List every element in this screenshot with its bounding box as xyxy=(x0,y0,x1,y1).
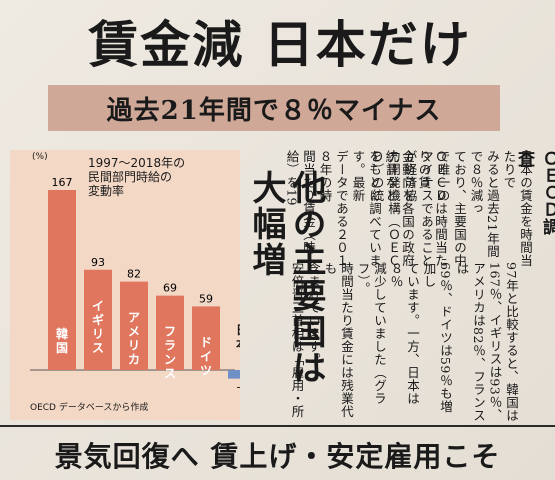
chart-value-label: 167 xyxy=(52,176,73,189)
chart-value-label: -8 xyxy=(237,381,240,394)
article-line: をもとに調べています。最新 xyxy=(350,150,383,267)
subheadline: 過去21年間で８％マイナス xyxy=(48,85,500,131)
chart-category-label: 日本 xyxy=(236,323,240,351)
box-title: ＯＥＣＤ調査 xyxy=(514,150,555,235)
chart-bar xyxy=(48,190,76,370)
chart-category-label: ドイツ xyxy=(200,335,212,377)
chart-source: OECD データベースから作成 xyxy=(30,403,149,413)
article-line: 含まれています。 xyxy=(306,262,321,366)
article-line: ています。一方、日本は８％ xyxy=(388,262,421,405)
article-line: 金動向を各国の政府統計など xyxy=(383,150,416,267)
headline: 賃金減 日本だけ xyxy=(88,15,472,74)
chart-category-label: イギリス xyxy=(92,299,104,355)
article-line: 間当たり賃金（時給）を19 xyxy=(284,150,317,254)
chart-value-label: 69 xyxy=(163,282,177,295)
article-body-right: 日本の賃金を時間当たりで みると過去21年間で８％減っ ており、主要国の中で唯一のマ… xyxy=(368,150,534,270)
side-headline: 他の主要国は大幅増 xyxy=(246,170,326,420)
chart-bar xyxy=(84,269,112,370)
article-line: マイナスであることが経済協 xyxy=(402,150,435,267)
footer-headline: 景気回復へ 賃上げ・安定雇用こそ xyxy=(0,425,555,480)
chart-bar xyxy=(120,281,148,370)
chart-value-label: 82 xyxy=(127,268,141,281)
side-headline-part2: 主要国は大幅増 xyxy=(246,170,326,386)
article-line: アメリカは82％、フランスは xyxy=(454,262,487,422)
article-line: みると過去21年間で８％減っ xyxy=(468,150,501,258)
article-body-left: ＯＥＣＤは時間当たりの賃 金動向を各国の政府統計など をもとに調べています。最新 デー… xyxy=(283,150,449,270)
article-line: データである２０１８年の時 xyxy=(317,150,350,267)
chart-value-label: 93 xyxy=(91,256,105,269)
article-line: 167％、イギリスは93％、 xyxy=(487,262,503,422)
wage-change-chart: 167 韓国 93 イギリス 82 アメリカ 69 フランス 59 ドイツ -8 日本 (%) 199… xyxy=(10,150,240,420)
chart-title-line: 1997～2018年の xyxy=(88,156,186,170)
chart-bar xyxy=(228,370,240,379)
chart-title-line: 民間部門時給の xyxy=(88,170,173,184)
chart-unit: (%) xyxy=(32,152,48,162)
article-body-lower: 97年と比較すると、韓国は 167％、イギリスは93％、 アメリカは82％、フランス… xyxy=(288,262,520,422)
side-headline-part1: 他の xyxy=(286,170,326,242)
article-line: 力開発機構（ＯＥＣＤ）の統 xyxy=(369,150,402,267)
chart-bar xyxy=(192,306,220,370)
chart-category-label: 韓国 xyxy=(56,326,68,355)
chart-category-label: アメリカ xyxy=(128,311,140,367)
article-line: 時間当たり賃金には残業代も xyxy=(322,262,355,418)
chart-title-line: 変動率 xyxy=(88,184,125,198)
chart-value-label: 59 xyxy=(199,292,213,305)
article-line: 減少していました（グラフ）。 xyxy=(355,262,388,405)
article-line: ＯＥＣＤは時間当たりの賃 xyxy=(416,150,449,267)
article-line: 日本の賃金を時間当たりで xyxy=(501,150,534,267)
chart-category-label: フランス xyxy=(164,325,176,381)
chart-svg: 167 韓国 93 イギリス 82 アメリカ 69 フランス 59 ドイツ -8 日本 xyxy=(30,176,240,394)
chart-bar xyxy=(156,295,184,370)
article-line: 安倍晋三首相は「雇用・所 xyxy=(289,262,305,418)
article-line: 69％、ドイツは59％も増加し xyxy=(421,262,454,413)
chart-title: 1997～2018年の 民間部門時給の 変動率 xyxy=(88,156,185,198)
article-line: 97年と比較すると、韓国は xyxy=(504,262,519,422)
article-line: ており、主要国の中で唯一の xyxy=(435,150,468,267)
